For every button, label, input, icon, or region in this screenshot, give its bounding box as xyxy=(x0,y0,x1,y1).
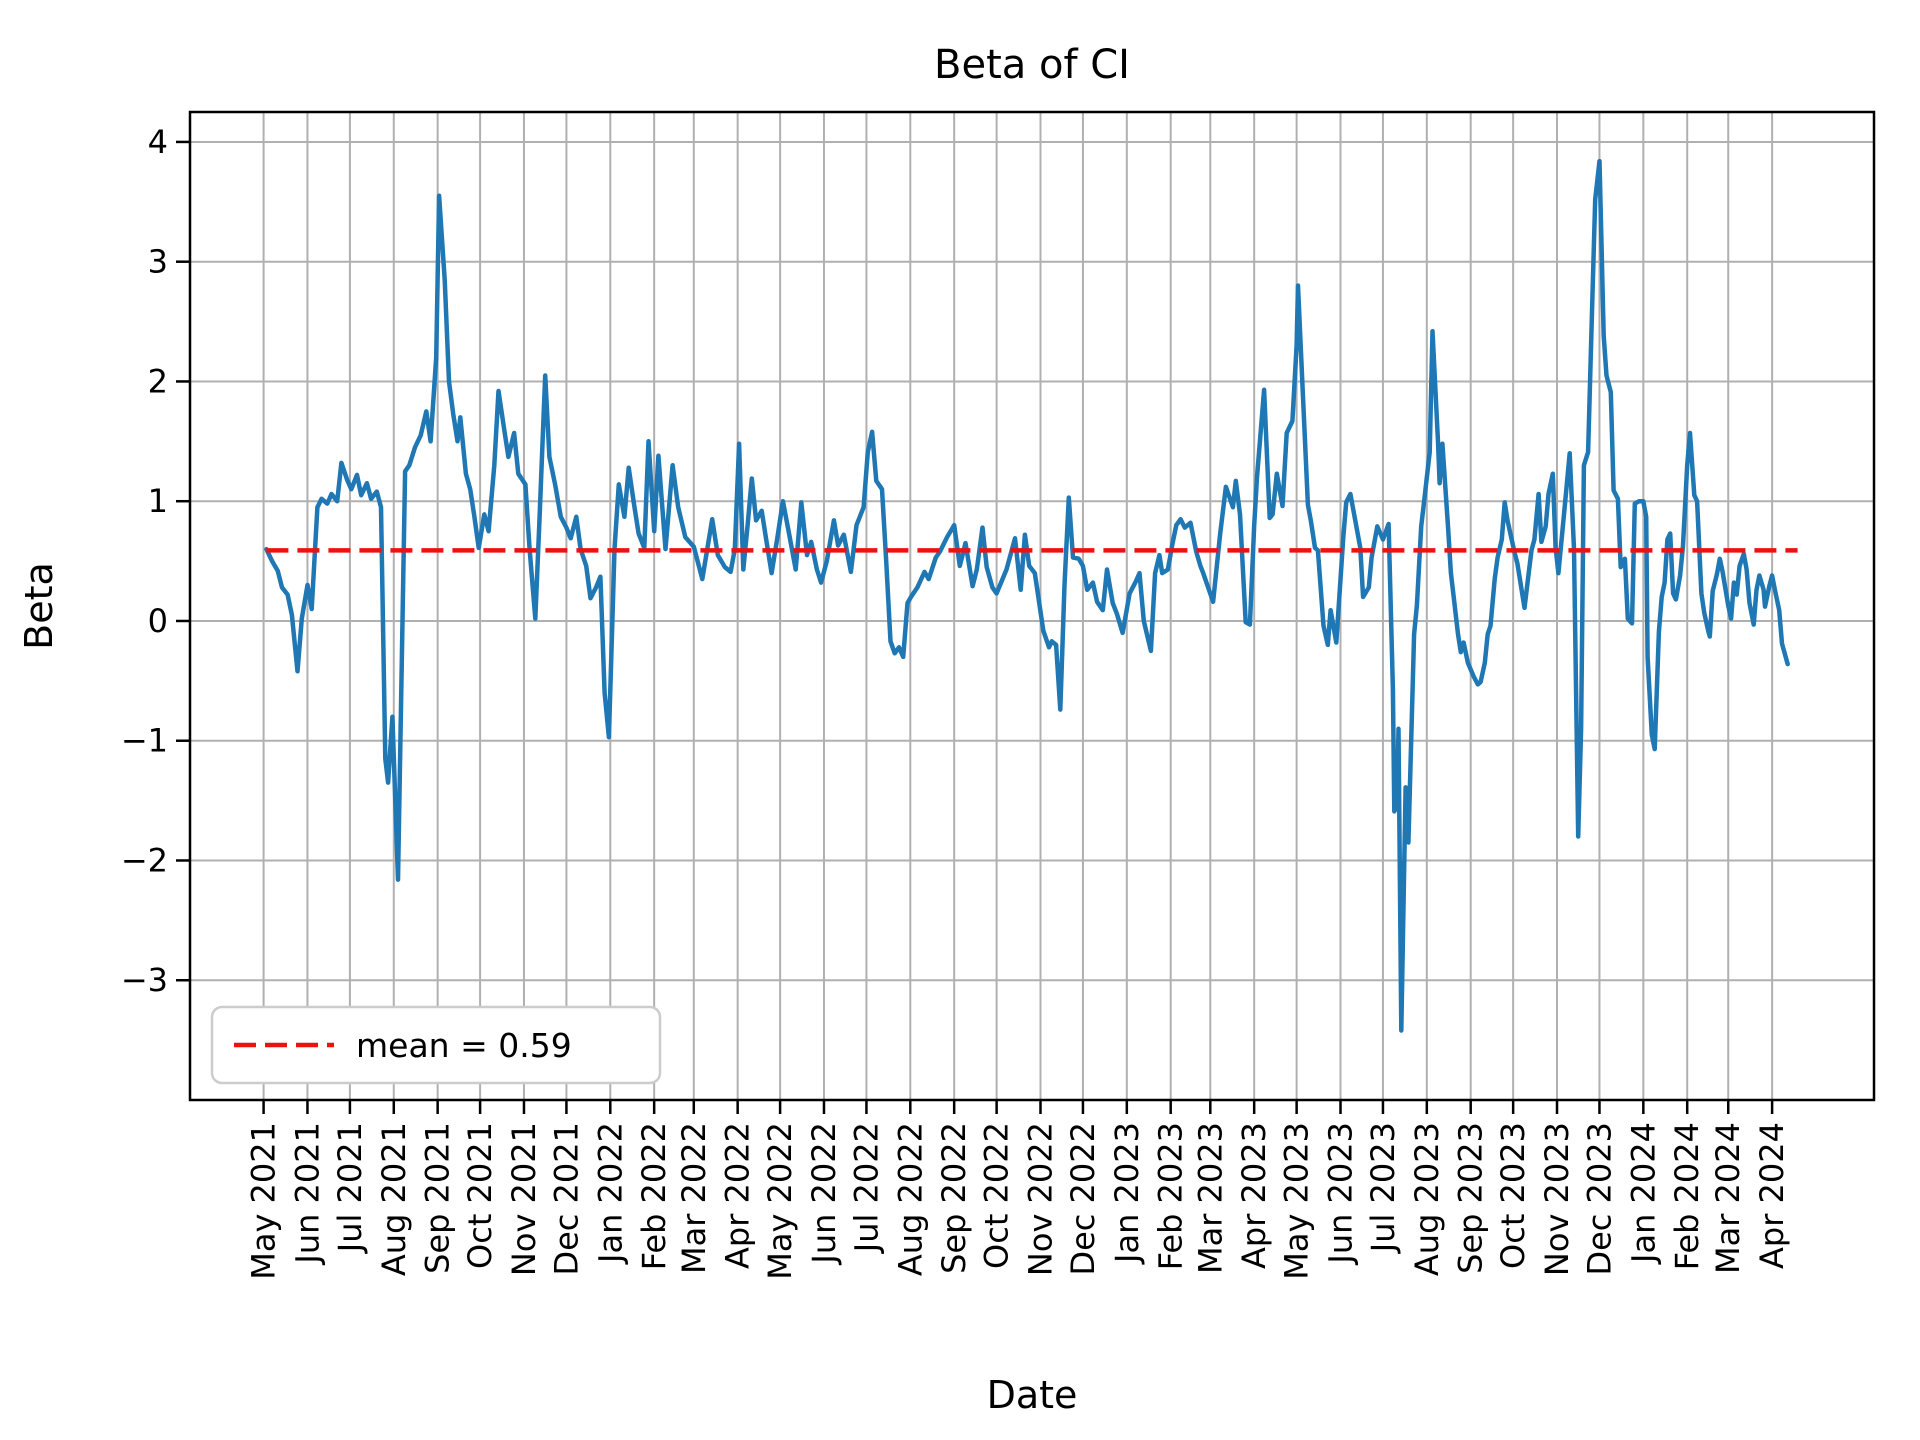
x-tick-label: Oct 2022 xyxy=(978,1122,1016,1269)
x-tick-label: Jul 2023 xyxy=(1364,1122,1402,1254)
beta-line-path xyxy=(264,158,1790,1033)
x-tick-label: May 2022 xyxy=(761,1122,799,1280)
y-tick-label: −1 xyxy=(121,722,168,760)
x-tick-label: Nov 2023 xyxy=(1538,1122,1576,1276)
x-tick-label: Nov 2021 xyxy=(505,1122,543,1276)
y-tick-label: −2 xyxy=(121,841,168,879)
x-tick-label: Feb 2022 xyxy=(635,1122,673,1270)
x-tick-label: Mar 2023 xyxy=(1191,1122,1229,1274)
x-tick-label: Jun 2023 xyxy=(1321,1122,1359,1266)
x-tick-label: Jul 2021 xyxy=(331,1122,369,1254)
x-tick-label: Feb 2024 xyxy=(1668,1122,1706,1270)
x-tick-label: Sep 2021 xyxy=(419,1122,457,1274)
y-tick-label: 0 xyxy=(148,602,168,640)
x-tick-label: Oct 2021 xyxy=(461,1122,499,1269)
x-tick-label: Jan 2022 xyxy=(591,1122,629,1265)
y-tick-label: 1 xyxy=(148,482,168,520)
x-tick-label: Feb 2023 xyxy=(1152,1122,1190,1270)
plot-border xyxy=(188,110,1876,1102)
axis-ticks: May 2021 Jun 2021 Jul 2021 Aug 2021 Sep 2021… xyxy=(121,123,1791,1280)
x-axis-label: Date xyxy=(987,1373,1078,1417)
x-tick-label: Jan 2024 xyxy=(1624,1122,1662,1265)
x-tick-label: Mar 2024 xyxy=(1709,1122,1747,1274)
y-axis-label: Beta xyxy=(17,562,61,650)
x-tick-label: Nov 2022 xyxy=(1021,1122,1059,1276)
x-tick-label: Dec 2022 xyxy=(1064,1122,1102,1276)
y-tick-label: 2 xyxy=(148,362,168,400)
x-tick-label: Dec 2021 xyxy=(547,1122,585,1276)
x-tick-label: Jun 2021 xyxy=(288,1122,326,1266)
x-tick-label: Mar 2022 xyxy=(675,1122,713,1274)
x-tick-label: Aug 2023 xyxy=(1408,1122,1446,1276)
x-tick-label: Apr 2023 xyxy=(1235,1122,1273,1269)
x-tick-label: Oct 2023 xyxy=(1494,1122,1532,1269)
x-tick-label: Sep 2023 xyxy=(1452,1122,1490,1274)
x-tick-label: Dec 2023 xyxy=(1580,1122,1618,1276)
y-tick-label: 4 xyxy=(148,123,168,161)
x-tick-label: Jun 2022 xyxy=(805,1122,843,1266)
x-tick-label: Aug 2021 xyxy=(375,1122,413,1276)
chart-title: Beta of CI xyxy=(934,42,1130,88)
x-tick-label: Jan 2023 xyxy=(1108,1122,1146,1265)
legend: mean = 0.59 xyxy=(210,1005,662,1085)
legend-label: mean = 0.59 xyxy=(356,1026,572,1065)
x-tick-label: May 2021 xyxy=(245,1122,283,1280)
x-tick-label: Apr 2022 xyxy=(719,1122,757,1269)
axes-frame xyxy=(188,110,1876,1102)
y-tick-label: −3 xyxy=(121,961,168,999)
legend-box xyxy=(210,1005,662,1085)
x-tick-label: Sep 2022 xyxy=(935,1122,973,1274)
x-tick-label: Aug 2022 xyxy=(891,1122,929,1276)
x-tick-label: Jul 2022 xyxy=(847,1122,885,1254)
beta-series-line xyxy=(264,158,1790,1033)
x-tick-label: May 2023 xyxy=(1278,1122,1316,1280)
grid-lines xyxy=(190,112,1874,1100)
x-tick-label: Apr 2024 xyxy=(1753,1122,1791,1269)
y-tick-label: 3 xyxy=(148,243,168,281)
